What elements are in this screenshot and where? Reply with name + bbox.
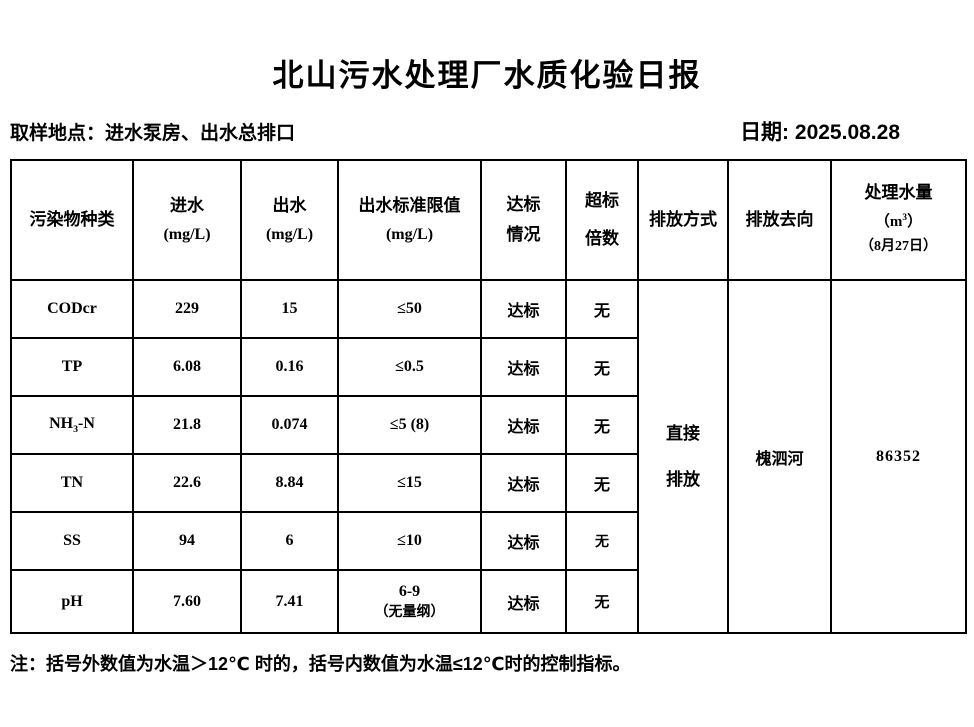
discharge-mode-gap [639, 446, 727, 468]
cell-tp-inflow: 6.08 [132, 337, 242, 397]
table-row-tp: TP 6.08 0.16 ≤0.5 达标 无 [10, 337, 966, 397]
cell-codcr-outflow: 15 [240, 279, 339, 339]
header-inflow: 进水 (mg/L) [132, 159, 242, 281]
table-row-tn: TN 22.6 8.84 ≤15 达标 无 [10, 453, 966, 513]
cell-nh3n-outflow: 0.074 [240, 395, 339, 455]
report-date-label: 日期: 2025.08.28 [740, 121, 900, 144]
cell-ss-inflow: 94 [132, 511, 242, 571]
cell-nh3n-limit: ≤5 (8) [337, 395, 482, 455]
header-compliance-l1: 达标 [506, 195, 541, 214]
header-limit: 出水标准限值 (mg/L) [337, 159, 482, 281]
header-discharge-destination-label: 排放去向 [745, 210, 814, 229]
header-outflow-unit: (mg/L) [265, 226, 314, 243]
cell-tp-compliance: 达标 [480, 337, 567, 397]
cell-ph-compliance: 达标 [480, 569, 567, 634]
header-exceed-l1: 超标 [585, 191, 619, 210]
cell-codcr-exceed: 无 [565, 279, 639, 339]
ph-limit-range: 6-9 [398, 582, 421, 600]
cell-nh3n-inflow: 21.8 [132, 395, 242, 455]
unit-pre: （m [874, 214, 903, 230]
info-row: 取样地点：进水泵房、出水总排口 日期: 2025.08.28 [10, 116, 964, 146]
cell-tp-name: TP [10, 337, 134, 397]
header-outflow: 出水 (mg/L) [240, 159, 339, 281]
header-limit-unit: (mg/L) [385, 226, 434, 243]
ph-limit-note: （无量纲） [374, 604, 445, 620]
water-quality-table: 污染物种类 进水 (mg/L) 出水 (mg/L) 出水标准限值 (mg/L) … [10, 159, 967, 634]
cell-nh3n-exceed: 无 [565, 395, 639, 455]
cell-ph-outflow: 7.41 [240, 569, 339, 634]
cell-tn-name: TN [10, 453, 134, 513]
cell-nh3n-name: NH3-N [10, 395, 134, 455]
cell-ss-limit: ≤10 [337, 511, 482, 571]
header-discharge-mode: 排放方式 [637, 159, 729, 281]
cell-codcr-compliance: 达标 [480, 279, 567, 339]
sampling-location-label: 取样地点：进水泵房、出水总排口 [10, 123, 296, 144]
header-exceed: 超标 倍数 [565, 159, 639, 281]
cell-ss-compliance: 达标 [480, 511, 567, 571]
cell-treated-volume: 86352 [830, 279, 967, 634]
unit-sup: 3 [902, 213, 908, 223]
table-row-ss: SS 94 6 ≤10 达标 无 [10, 511, 966, 571]
header-exceed-l2: 倍数 [585, 229, 619, 248]
cell-ss-name: SS [10, 511, 134, 571]
cell-ph-exceed: 无 [565, 569, 639, 634]
header-inflow-label: 进水 [170, 196, 204, 215]
table-header-row: 污染物种类 进水 (mg/L) 出水 (mg/L) 出水标准限值 (mg/L) … [10, 159, 967, 281]
header-discharge-mode-label: 排放方式 [649, 210, 717, 229]
cell-nh3n-compliance: 达标 [480, 395, 567, 455]
nh3n-post: -N [78, 414, 95, 432]
cell-tn-limit: ≤15 [337, 453, 482, 513]
header-treated-volume-date: （8月27日） [860, 239, 937, 254]
cell-codcr-limit: ≤50 [337, 279, 482, 339]
header-treated-volume-label: 处理水量 [864, 183, 933, 202]
table-row-codcr: CODcr 229 15 ≤50 达标 无 直接 排放 槐泗河 86352 [10, 279, 967, 634]
footnote: 注：括号外数值为水温＞12℃ 时的，括号内数值为水温≤12℃时的控制指标。 [10, 654, 631, 674]
header-limit-label: 出水标准限值 [358, 196, 461, 215]
header-treated-volume: 处理水量 （m3） （8月27日） [830, 159, 967, 281]
cell-tp-exceed: 无 [565, 337, 639, 397]
nh3n-pre: NH [49, 414, 74, 432]
cell-tn-compliance: 达标 [480, 453, 567, 513]
header-compliance: 达标 情况 [480, 159, 567, 281]
nh3n-sub: 3 [73, 424, 79, 436]
cell-tn-exceed: 无 [565, 453, 639, 513]
cell-ph-limit: 6-9 （无量纲） [337, 569, 482, 634]
cell-ss-exceed: 无 [565, 511, 639, 571]
header-inflow-unit: (mg/L) [163, 226, 211, 243]
header-outflow-label: 出水 [272, 196, 307, 215]
unit-post: ） [907, 214, 923, 230]
header-pollutant-label: 污染物种类 [29, 210, 115, 229]
cell-ss-outflow: 6 [240, 511, 339, 571]
page-title: 北山污水处理厂水质化验日报 [272, 58, 702, 93]
cell-discharge-mode: 直接 排放 [637, 279, 729, 634]
discharge-mode-line1: 直接 [666, 423, 700, 443]
cell-tp-outflow: 0.16 [240, 337, 339, 397]
header-compliance-l2: 情况 [506, 225, 541, 244]
discharge-mode-line2: 排放 [666, 469, 700, 489]
cell-codcr-inflow: 229 [132, 279, 242, 339]
cell-discharge-destination: 槐泗河 [727, 279, 832, 634]
table-row-nh3n: NH3-N 21.8 0.074 ≤5 (8) 达标 无 [10, 395, 966, 455]
cell-tp-limit: ≤0.5 [337, 337, 482, 397]
cell-ph-inflow: 7.60 [132, 569, 242, 634]
header-pollutant: 污染物种类 [10, 159, 134, 281]
cell-tn-outflow: 8.84 [240, 453, 339, 513]
header-treated-volume-unit: （m3） [832, 206, 965, 234]
cell-codcr-name: CODcr [10, 279, 134, 339]
table-row-ph: pH 7.60 7.41 6-9 （无量纲） 达标 无 [10, 569, 966, 634]
cell-ph-name: pH [10, 569, 134, 634]
cell-tn-inflow: 22.6 [132, 453, 242, 513]
header-discharge-destination: 排放去向 [727, 159, 832, 281]
